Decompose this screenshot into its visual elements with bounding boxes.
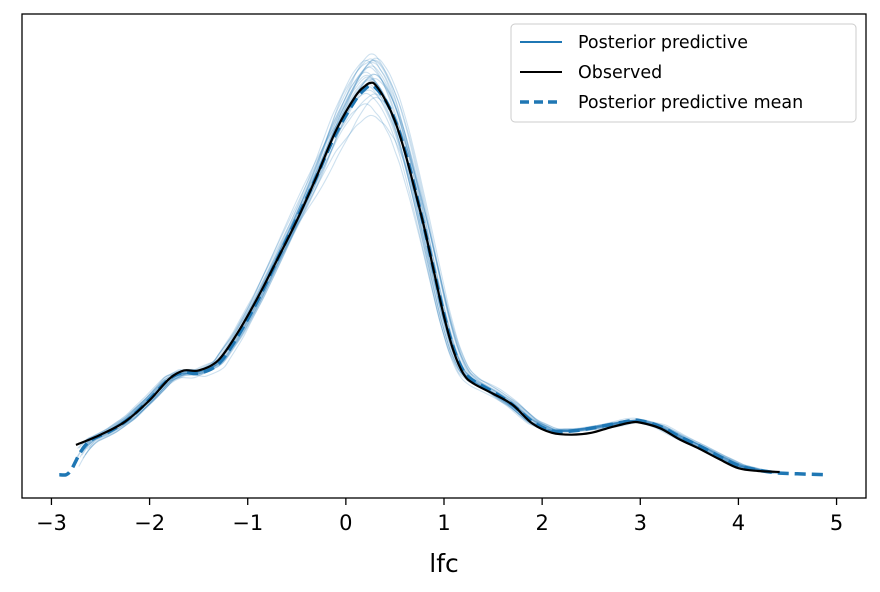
legend-label-posterior-predictive-mean: Posterior predictive mean: [578, 93, 803, 113]
legend-box: [510, 23, 857, 123]
x-tick-label: 1: [437, 511, 450, 535]
x-axis: −3 −2 −1 0 1 2 3 4 5: [36, 498, 843, 535]
x-tick-label: 3: [634, 511, 647, 535]
x-tick-label: 0: [339, 511, 352, 535]
posterior-predictive-draw-line: [78, 74, 767, 473]
observed-line: [75, 81, 780, 474]
posterior-predictive-draw-line: [88, 59, 762, 471]
series-layer: [59, 81, 827, 477]
x-axis-label: lfc: [429, 549, 459, 578]
legend: Posterior predictive Observed Posterior …: [510, 23, 857, 123]
posterior-predictive-draw-line: [86, 60, 775, 473]
x-tick-label: 5: [830, 511, 843, 535]
x-tick-label: −1: [232, 511, 263, 535]
x-tick-label: −2: [134, 511, 165, 535]
legend-label-posterior-predictive: Posterior predictive: [578, 33, 748, 53]
x-tick-label: −3: [36, 511, 67, 535]
x-tick-label: 4: [732, 511, 745, 535]
x-tick-label: 2: [535, 511, 548, 535]
legend-label-observed: Observed: [578, 63, 662, 83]
